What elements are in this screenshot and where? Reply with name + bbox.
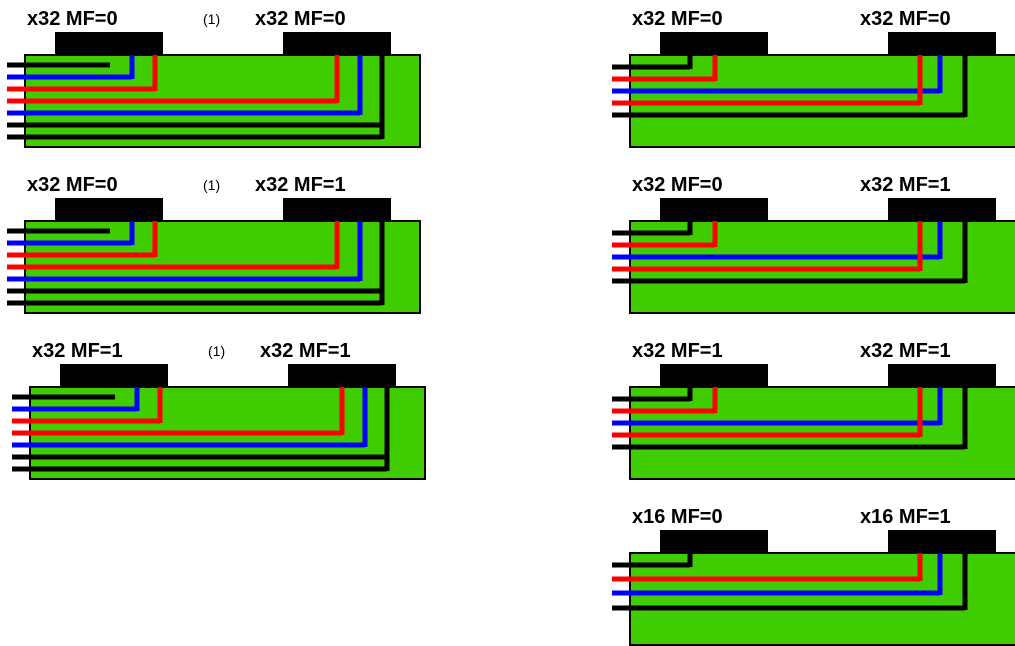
panel-7: x16 MF=0 x16 MF=1 (612, 506, 1015, 645)
left-chip (660, 198, 768, 221)
footnote-marker: (1) (203, 11, 220, 27)
left-chip (660, 364, 768, 387)
left-chip-label: x32 MF=0 (27, 8, 118, 30)
right-chip-label: x32 MF=1 (860, 174, 951, 196)
panel-5: x32 MF=0 x32 MF=1 (612, 174, 1015, 313)
right-chip (888, 530, 996, 553)
right-chip (288, 364, 396, 387)
left-chip-label: x32 MF=0 (632, 8, 723, 30)
left-chip-label: x32 MF=1 (32, 340, 123, 362)
right-chip-label: x32 MF=0 (255, 8, 346, 30)
right-chip (888, 198, 996, 221)
panel-3: x32 MF=1 x32 MF=1 (1) (12, 340, 425, 479)
left-chip-label: x16 MF=0 (632, 506, 723, 528)
panel-2: x32 MF=0 x32 MF=1 (1) (7, 174, 420, 313)
right-chip (888, 364, 996, 387)
panel-1: x32 MF=0 x32 MF=0 (1) (7, 8, 420, 147)
panel-6: x32 MF=1 x32 MF=1 (612, 340, 1015, 479)
left-chip (660, 32, 768, 55)
right-chip (283, 198, 391, 221)
left-chip (60, 364, 168, 387)
left-chip-label: x32 MF=0 (27, 174, 118, 196)
left-chip-label: x32 MF=1 (632, 340, 723, 362)
right-chip-label: x16 MF=1 (860, 506, 951, 528)
panel-4: x32 MF=0 x32 MF=0 (612, 8, 1015, 147)
left-chip-label: x32 MF=0 (632, 174, 723, 196)
right-chip-label: x32 MF=1 (860, 340, 951, 362)
right-chip (888, 32, 996, 55)
footnote-marker: (1) (208, 343, 225, 359)
right-chip-label: x32 MF=0 (860, 8, 951, 30)
right-chip (283, 32, 391, 55)
left-chip (55, 32, 163, 55)
right-chip-label: x32 MF=1 (255, 174, 346, 196)
right-chip-label: x32 MF=1 (260, 340, 351, 362)
left-chip (55, 198, 163, 221)
left-chip (660, 530, 768, 553)
footnote-marker: (1) (203, 177, 220, 193)
